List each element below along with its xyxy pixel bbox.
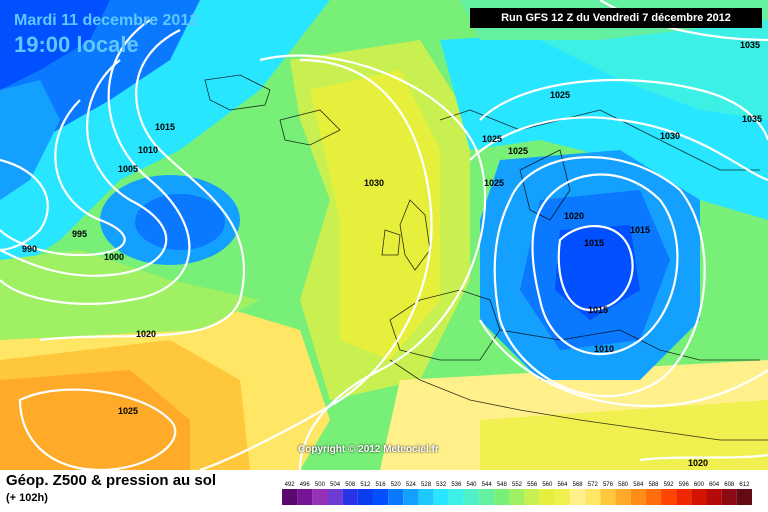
color-scale-swatch	[721, 489, 737, 505]
isobar-label: 1010	[594, 344, 614, 354]
isobar-label: 1025	[118, 406, 138, 416]
color-scale-swatch	[282, 489, 298, 505]
isobar-label: 1020	[564, 211, 584, 221]
isobar-label: 1015	[630, 225, 650, 235]
color-scale-tick: 564	[557, 482, 568, 488]
color-scale-swatch	[539, 489, 555, 505]
color-scale-tick: 556	[527, 482, 538, 488]
color-scale-swatch	[418, 489, 434, 505]
color-scale-tick: 568	[573, 482, 584, 488]
legend-subtitle: (+ 102h)	[6, 492, 48, 504]
color-scale-swatch	[463, 489, 480, 505]
color-scale-tick: 528	[421, 482, 432, 488]
color-scale-tick: 608	[724, 482, 735, 488]
color-scale-tick: 524	[406, 482, 417, 488]
color-scale-tick: 604	[709, 482, 720, 488]
isobar-label: 1025	[482, 134, 502, 144]
color-scale-swatch	[509, 489, 525, 505]
color-scale-tick: 596	[679, 482, 690, 488]
color-scale-tick: 560	[542, 482, 553, 488]
color-scale-swatch	[630, 489, 646, 505]
color-scale-swatch	[297, 489, 313, 505]
isobar-label: 1020	[136, 329, 156, 339]
model-run-banner: Run GFS 12 Z du Vendredi 7 décembre 2012	[470, 8, 762, 28]
color-scale-tick: 576	[603, 482, 614, 488]
color-scale-tick: 504	[330, 482, 341, 488]
color-scale-swatch	[600, 489, 616, 505]
color-scale-tick: 500	[315, 482, 326, 488]
color-scale-tick: 552	[512, 482, 523, 488]
color-scale-swatch	[645, 489, 662, 505]
color-scale-tick: 536	[451, 482, 462, 488]
copyright-text: Copyright © 2012 Meteociel.fr	[298, 444, 439, 455]
color-scale-swatch	[327, 489, 343, 505]
isobar-label: 1010	[138, 145, 158, 155]
color-scale-tick: 496	[300, 482, 311, 488]
isobar-label: 995	[72, 229, 87, 239]
color-scale: 492 496 500 504 508 512 516 520 524 528 532 536 540 5…	[282, 482, 752, 505]
isobar-label: 1035	[740, 40, 760, 50]
isobar-label: 1025	[550, 90, 570, 100]
color-scale-swatch	[524, 489, 540, 505]
color-scale-tick: 588	[648, 482, 659, 488]
color-scale-swatch	[691, 489, 707, 505]
isobar-label: 1005	[118, 164, 138, 174]
color-scale-tick: 532	[436, 482, 447, 488]
color-scale-tick: 516	[376, 482, 387, 488]
legend-title: Géop. Z500 & pression au sol	[6, 472, 217, 489]
color-scale-tick: 612	[739, 482, 750, 488]
color-scale-swatch	[342, 489, 358, 505]
color-scale-swatch	[403, 489, 419, 505]
color-scale-tick: 508	[345, 482, 356, 488]
color-scale-swatch	[585, 489, 601, 505]
color-scale-swatch	[388, 489, 404, 505]
forecast-date: Mardi 11 decembre 2012	[14, 12, 199, 29]
color-scale-tick: 592	[664, 482, 675, 488]
isobar-label: 1020	[688, 458, 708, 468]
color-scale-swatch	[357, 489, 373, 505]
color-scale-tick: 512	[360, 482, 371, 488]
isobar-label: 1025	[484, 178, 504, 188]
color-scale-tick: 540	[467, 482, 478, 488]
color-scale-tick: 572	[588, 482, 599, 488]
color-scale-swatch	[312, 489, 328, 505]
isobar-label: 1015	[584, 238, 604, 248]
isobar-label: 1000	[104, 252, 124, 262]
isobar-label: 1015	[588, 305, 608, 315]
color-scale-tick: 492	[285, 482, 296, 488]
color-scale-tick: 544	[482, 482, 493, 488]
color-scale-swatch	[479, 489, 495, 505]
weather-map: 1015 1010 1005 995 990 1000 1030 1025 10…	[0, 0, 768, 470]
color-scale-tick: 584	[633, 482, 644, 488]
isobar-label: 1025	[508, 146, 528, 156]
color-scale-tick: 580	[618, 482, 629, 488]
color-scale-tick: 548	[497, 482, 508, 488]
color-scale-swatch	[570, 489, 586, 505]
isobar-label: 1035	[742, 114, 762, 124]
color-scale-swatch	[615, 489, 631, 505]
color-scale-swatch	[676, 489, 692, 505]
color-scale-swatch	[494, 489, 510, 505]
color-scale-swatch	[706, 489, 722, 505]
color-scale-swatch	[448, 489, 464, 505]
isobar-label: 1015	[155, 122, 175, 132]
color-scale-swatch	[554, 489, 571, 505]
color-scale-swatch	[736, 489, 752, 505]
isobar-label: 990	[22, 244, 37, 254]
isobar-label: 1030	[660, 131, 680, 141]
color-scale-swatch	[372, 489, 389, 505]
color-scale-tick: 600	[694, 482, 705, 488]
isobar-label: 1030	[364, 178, 384, 188]
color-scale-swatch	[661, 489, 677, 505]
color-scale-tick: 520	[391, 482, 402, 488]
color-scale-swatch	[433, 489, 449, 505]
forecast-time: 19:00 locale	[14, 32, 139, 57]
